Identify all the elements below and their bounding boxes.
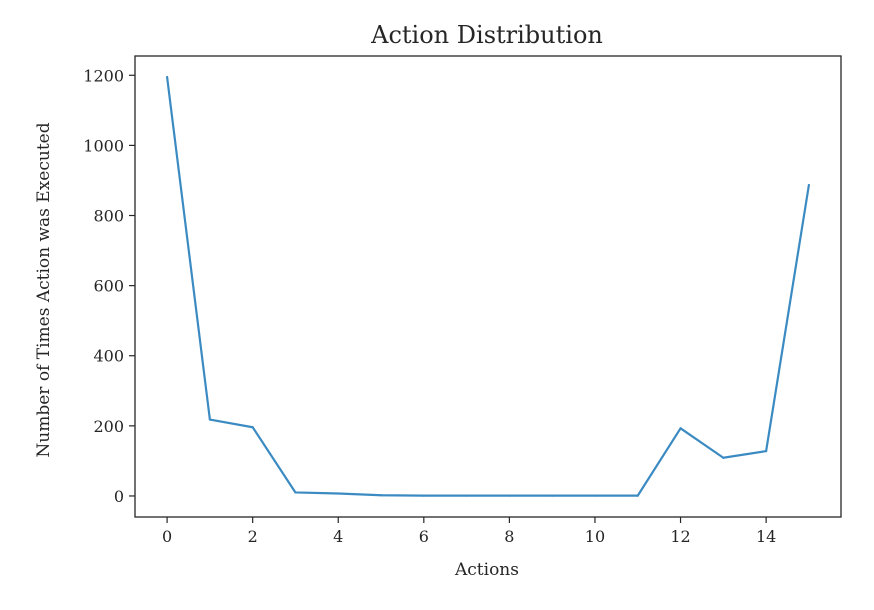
series-layer bbox=[165, 75, 811, 497]
x-tick-label: 4 bbox=[333, 527, 343, 546]
data-point bbox=[465, 494, 468, 497]
y-tick-label: 1000 bbox=[83, 136, 124, 155]
x-tick-label: 10 bbox=[585, 527, 605, 546]
y-tick-label: 800 bbox=[93, 207, 124, 226]
data-point bbox=[765, 449, 768, 453]
x-tick-label: 14 bbox=[756, 527, 776, 546]
y-tick-label: 400 bbox=[93, 347, 124, 366]
y-axis: 0 200 400 600 800 1000 1200 bbox=[83, 66, 135, 506]
data-point bbox=[422, 494, 425, 497]
data-point bbox=[551, 494, 554, 497]
x-tick-label: 6 bbox=[419, 527, 429, 546]
x-tick-label: 12 bbox=[670, 527, 690, 546]
chart-title: Action Distribution bbox=[370, 21, 603, 49]
data-point bbox=[208, 418, 211, 421]
data-point bbox=[636, 494, 639, 497]
data-point bbox=[722, 456, 725, 459]
data-point bbox=[807, 183, 811, 187]
plot-frame bbox=[134, 55, 842, 518]
x-tick-label: 2 bbox=[248, 527, 258, 546]
x-tick-label: 8 bbox=[504, 527, 514, 546]
data-point bbox=[294, 491, 297, 494]
data-point bbox=[679, 427, 682, 430]
x-axis: 0 2 4 6 8 10 12 14 bbox=[162, 517, 776, 546]
y-tick-label: 600 bbox=[93, 277, 124, 296]
data-point bbox=[508, 494, 511, 497]
y-tick-label: 1200 bbox=[83, 66, 124, 85]
y-tick-label: 0 bbox=[114, 487, 124, 506]
data-point bbox=[165, 75, 169, 79]
series-line-0 bbox=[165, 76, 810, 497]
data-point bbox=[379, 494, 383, 497]
y-tick-label: 200 bbox=[93, 417, 124, 436]
x-tick-label: 0 bbox=[162, 527, 172, 546]
data-point bbox=[337, 492, 340, 495]
y-axis-label: Number of Times Action was Executed bbox=[34, 122, 54, 457]
data-point bbox=[251, 426, 254, 429]
x-axis-label: Actions bbox=[454, 560, 519, 580]
data-point bbox=[593, 494, 597, 497]
